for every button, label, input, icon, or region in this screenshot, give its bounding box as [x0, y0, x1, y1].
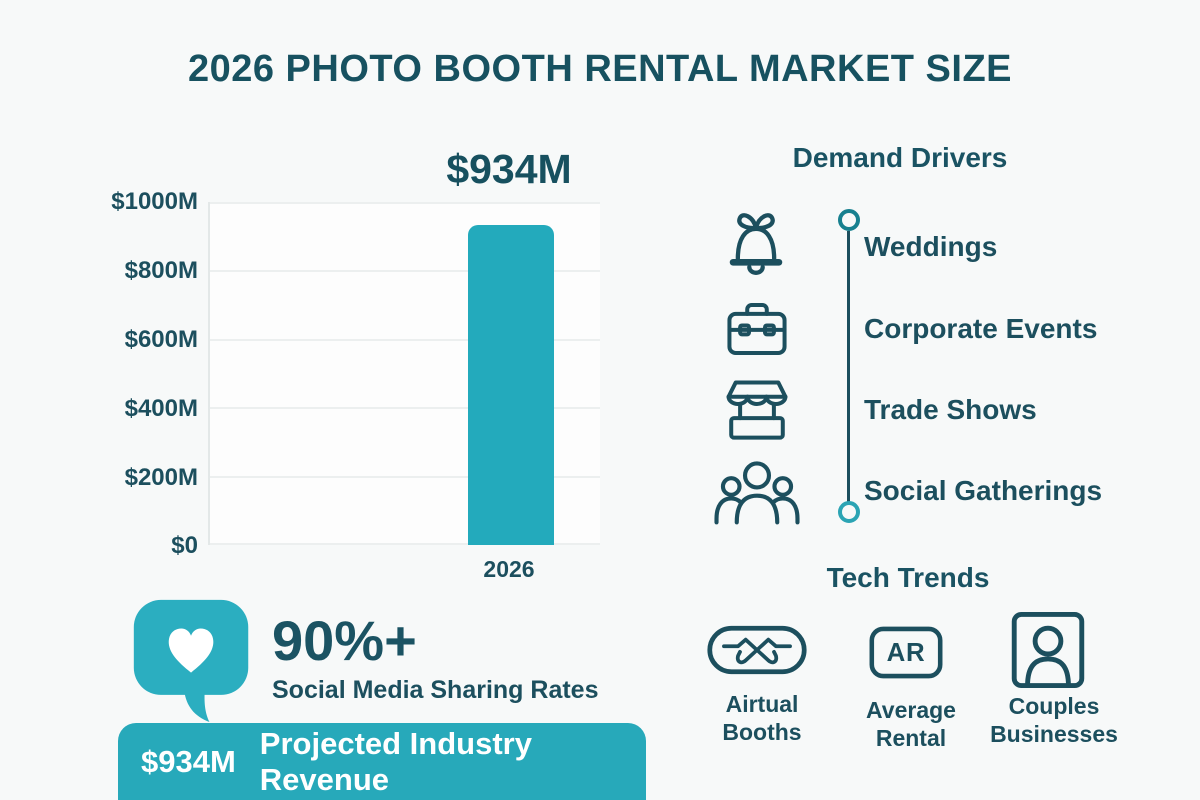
tech-trend-label-line2: Businesses	[990, 721, 1118, 747]
tech-trend-label-line1: Couples	[1008, 693, 1100, 719]
demand-driver-label: Weddings	[864, 231, 998, 262]
y-axis-tick: $800M	[124, 257, 198, 284]
gridline	[210, 543, 600, 545]
ar-badge-text: AR	[887, 639, 926, 667]
people-group-icon	[711, 456, 803, 528]
page-title: 2026 PHOTO BOOTH RENTAL MARKET SIZE	[187, 48, 1013, 90]
y-axis-tick: $400M	[124, 395, 198, 422]
bar-value-label: $934M	[446, 146, 572, 192]
social-stat-value: 90%+	[272, 609, 417, 672]
demand-driver-label: Corporate Events	[864, 313, 1098, 344]
gridline	[210, 339, 600, 341]
revenue-banner-value: $934M	[141, 743, 236, 779]
tech-trend-label: Couples Businesses	[979, 692, 1129, 748]
y-axis-tick: $0	[171, 532, 198, 559]
y-axis-tick: $200M	[124, 464, 198, 491]
timeline-connector-line	[847, 231, 850, 502]
vr-goggles-icon	[704, 616, 810, 684]
revenue-banner: $934M Projected Industry Revenue	[118, 723, 646, 800]
demand-driver-label: Social Gatherings	[864, 475, 1103, 506]
tech-trend-label-line1: Average	[866, 697, 956, 723]
ar-badge-icon: AR	[868, 625, 944, 680]
gridline	[210, 270, 600, 272]
tech-trend-label-line1: Airtual	[725, 691, 799, 717]
person-frame-icon	[1008, 610, 1088, 690]
social-stat-label: Social Media Sharing Rates	[272, 676, 599, 704]
bell-icon	[713, 204, 799, 290]
tech-trends-title: Tech Trends	[826, 562, 990, 593]
chart-bar	[468, 224, 554, 545]
bar-chart-plot-area	[208, 202, 600, 545]
gridline	[210, 476, 600, 478]
demand-drivers-title: Demand Drivers	[792, 142, 1008, 173]
demand-driver-label: Trade Shows	[864, 394, 1037, 425]
gridline	[210, 407, 600, 409]
tech-trend-label: Average Rental	[836, 696, 986, 752]
timeline-top-ring	[838, 209, 860, 231]
briefcase-icon	[717, 294, 797, 364]
y-axis-tick: $1000M	[111, 188, 198, 215]
timeline-bottom-ring	[838, 501, 860, 523]
heart-speech-bubble-icon	[126, 596, 258, 724]
revenue-banner-label: Projected Industry Revenue	[259, 725, 532, 797]
gridline	[210, 202, 600, 204]
tech-trend-label-line2: Rental	[875, 725, 947, 751]
y-axis-tick: $600M	[124, 326, 198, 353]
x-axis-category: 2026	[483, 556, 535, 582]
market-stall-icon	[717, 370, 797, 452]
tech-trend-label-line2: Booths	[722, 719, 802, 745]
tech-trend-label: Airtual Booths	[687, 690, 837, 746]
